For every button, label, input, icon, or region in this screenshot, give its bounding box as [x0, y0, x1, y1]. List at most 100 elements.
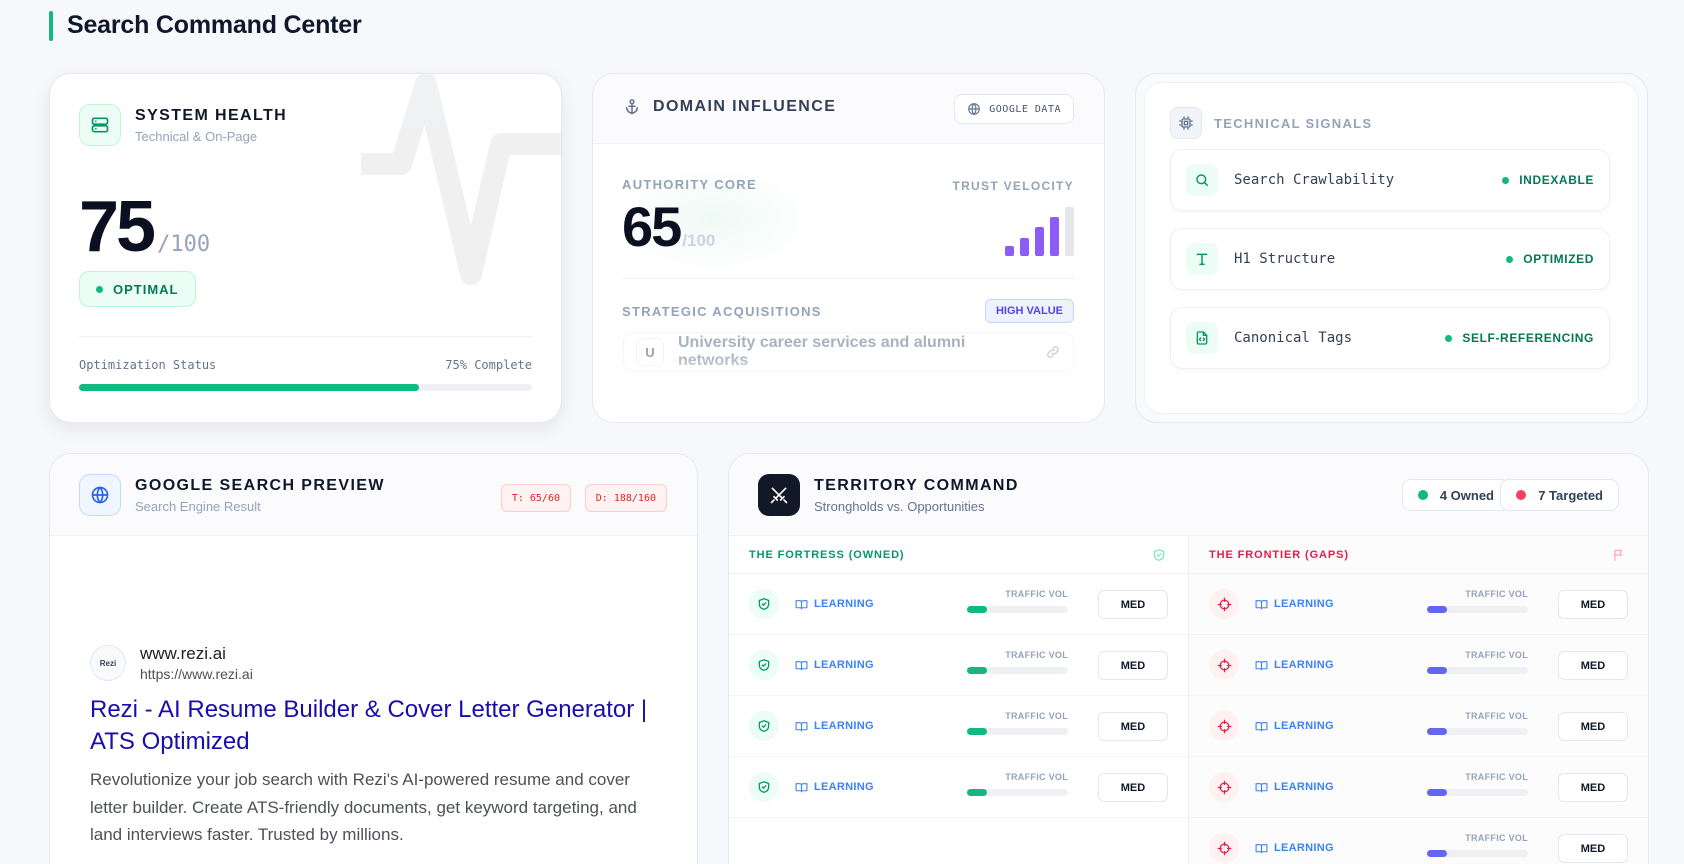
keyword-row[interactable]: LEARNING TRAFFIC VOL MED [1189, 696, 1648, 757]
fortress-title: THE FORTRESS (OWNED) [749, 548, 905, 561]
targeted-count-chip[interactable]: 7 Targeted [1500, 479, 1619, 511]
territory-header: TERRITORY COMMAND Strongholds vs. Opport… [729, 454, 1648, 536]
owned-count: 4 Owned [1439, 487, 1494, 503]
header-accent-bar [49, 10, 53, 41]
difficulty-badge[interactable]: MED [1558, 590, 1628, 619]
serp-site-name: www.rezi.ai [140, 644, 226, 663]
keyword-row[interactable]: LEARNING TRAFFIC VOL MED [1189, 574, 1648, 635]
difficulty-badge[interactable]: MED [1558, 773, 1628, 802]
keyword-link[interactable]: LEARNING [1255, 781, 1334, 794]
shield-check-icon [749, 711, 779, 741]
keyword-link[interactable]: LEARNING [1255, 659, 1334, 672]
traffic-volume: TRAFFIC VOL [1427, 589, 1528, 613]
health-status-badge: OPTIMAL [79, 271, 196, 307]
technical-signals-card: TECHNICAL SIGNALS Search Crawlability IN… [1135, 73, 1648, 423]
keyword-link[interactable]: LEARNING [1255, 720, 1334, 733]
territory-title: TERRITORY COMMAND [814, 476, 1019, 494]
traffic-volume-label: TRAFFIC VOL [1465, 589, 1528, 599]
health-score: 75 /100 [79, 186, 210, 268]
frontier-column: THE FRONTIER (GAPS) LEARNING TRAFFIC VOL M… [1189, 536, 1648, 864]
difficulty-badge[interactable]: MED [1098, 590, 1168, 619]
search-preview-subtitle: Search Engine Result [135, 498, 261, 514]
traffic-volume-fill [1427, 728, 1448, 735]
difficulty-badge[interactable]: MED [1558, 712, 1628, 741]
traffic-volume-bar [1427, 850, 1528, 857]
status-dot [1506, 255, 1514, 263]
velocity-bar [1005, 246, 1014, 256]
signal-name: H1 Structure [1234, 251, 1336, 267]
keyword-row[interactable]: LEARNING TRAFFIC VOL MED [729, 696, 1188, 757]
signal-status-text: SELF-REFERENCING [1462, 331, 1594, 345]
pulse-decoration-icon [361, 74, 561, 285]
traffic-volume-fill [1427, 667, 1448, 674]
serp-result-title[interactable]: Rezi - AI Resume Builder & Cover Letter … [90, 696, 648, 755]
keyword-link[interactable]: LEARNING [795, 781, 874, 794]
domain-influence-title: DOMAIN INFLUENCE [653, 98, 837, 115]
keyword-link[interactable]: LEARNING [795, 659, 874, 672]
signal-row-canonical[interactable]: Canonical Tags SELF-REFERENCING [1170, 307, 1610, 369]
serp-site-url: https://www.rezi.ai [140, 666, 253, 682]
signal-row-crawlability[interactable]: Search Crawlability INDEXABLE [1170, 149, 1610, 211]
keyword-text: LEARNING [1274, 598, 1334, 610]
server-icon [79, 104, 121, 146]
google-data-chip[interactable]: GOOGLE DATA [954, 94, 1074, 124]
keyword-row[interactable]: LEARNING TRAFFIC VOL MED [729, 574, 1188, 635]
optimization-progress-bar [79, 384, 532, 391]
difficulty-badge[interactable]: MED [1098, 651, 1168, 680]
signal-status: SELF-REFERENCING [1445, 331, 1594, 345]
book-icon [795, 721, 808, 731]
divider [622, 278, 1075, 279]
keyword-row[interactable]: LEARNING TRAFFIC VOL MED [1189, 818, 1648, 864]
keyword-row[interactable]: LEARNING TRAFFIC VOL MED [1189, 757, 1648, 818]
velocity-bar [1050, 217, 1059, 256]
technical-signals-panel: TECHNICAL SIGNALS Search Crawlability IN… [1144, 82, 1639, 414]
territory-subtitle: Strongholds vs. Opportunities [814, 498, 985, 514]
authority-core-label: AUTHORITY CORE [622, 177, 757, 192]
crosshair-icon [1209, 711, 1239, 741]
keyword-link[interactable]: LEARNING [795, 598, 874, 611]
acquisition-fade [613, 354, 1084, 394]
traffic-volume-bar [1427, 728, 1528, 735]
book-icon [795, 782, 808, 792]
fortress-rows: LEARNING TRAFFIC VOL MED LEARNING TRAFFIC VO… [729, 574, 1188, 818]
keyword-row[interactable]: LEARNING TRAFFIC VOL MED [729, 757, 1188, 818]
difficulty-badge[interactable]: MED [1558, 834, 1628, 863]
system-health-card: SYSTEM HEALTH Technical & On-Page 75 /10… [49, 73, 562, 423]
difficulty-badge[interactable]: MED [1098, 712, 1168, 741]
google-data-label: GOOGLE DATA [989, 103, 1061, 115]
page-header: Search Command Center [49, 10, 362, 41]
traffic-volume-label: TRAFFIC VOL [1005, 772, 1068, 782]
optimization-progress-fill [79, 384, 419, 391]
traffic-volume-fill [967, 606, 988, 613]
keyword-text: LEARNING [1274, 659, 1334, 671]
signal-row-h1[interactable]: H1 Structure OPTIMIZED [1170, 228, 1610, 290]
authority-score-max: /100 [682, 231, 716, 250]
keyword-text: LEARNING [1274, 842, 1334, 854]
traffic-volume-bar [967, 789, 1068, 796]
optimization-label: Optimization Status [79, 358, 217, 372]
keyword-link[interactable]: LEARNING [1255, 598, 1334, 611]
keyword-link[interactable]: LEARNING [795, 720, 874, 733]
anchor-icon [626, 99, 638, 115]
keyword-link[interactable]: LEARNING [1255, 842, 1334, 855]
heading-icon [1186, 243, 1218, 275]
divider [79, 336, 532, 337]
keyword-row[interactable]: LEARNING TRAFFIC VOL MED [1189, 635, 1648, 696]
traffic-volume-label: TRAFFIC VOL [1465, 772, 1528, 782]
difficulty-badge[interactable]: MED [1558, 651, 1628, 680]
keyword-text: LEARNING [814, 781, 874, 793]
owned-count-chip[interactable]: 4 Owned [1401, 479, 1510, 511]
book-icon [1255, 721, 1268, 731]
trust-velocity-label: TRUST VELOCITY [952, 179, 1074, 193]
status-dot [96, 285, 103, 293]
difficulty-badge[interactable]: MED [1098, 773, 1168, 802]
keyword-text: LEARNING [814, 659, 874, 671]
keyword-row[interactable]: LEARNING TRAFFIC VOL MED [729, 635, 1188, 696]
site-favicon: Rezi [90, 645, 126, 681]
keyword-text: LEARNING [814, 598, 874, 610]
velocity-bar [1065, 207, 1074, 256]
book-icon [795, 599, 808, 609]
completion-text: 75% Complete [445, 358, 532, 372]
frontier-title: THE FRONTIER (GAPS) [1209, 548, 1349, 561]
book-icon [1255, 782, 1268, 792]
